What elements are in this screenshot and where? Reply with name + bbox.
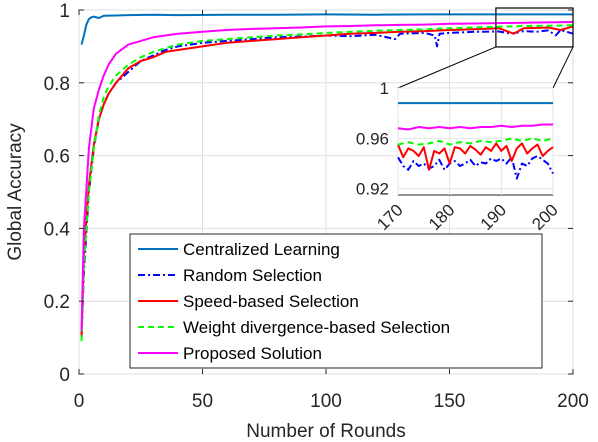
inset-y-tick-labels: 0.92 0.96 1 (356, 79, 389, 199)
y-tick-label: 0.2 (44, 292, 70, 313)
y-tick-labels: 0 0.2 0.4 0.6 0.8 1 (44, 1, 71, 386)
inset-series-line (397, 123, 553, 131)
inset-series-line (397, 142, 554, 171)
legend-label: Centralized Learning (183, 240, 340, 259)
y-tick-label: 0.8 (44, 74, 70, 95)
inset-axes-box (397, 87, 554, 196)
legend: Centralized Learning Random Selection Spee… (129, 233, 543, 369)
x-tick-label: 100 (310, 391, 342, 412)
y-tick-label: 0 (59, 365, 70, 386)
zoom-connector-right (552, 46, 574, 89)
legend-box (129, 233, 543, 369)
legend-label: Speed-based Selection (183, 292, 359, 311)
inset-grid (397, 87, 554, 195)
inset-y-tick-label: 0.96 (356, 129, 389, 148)
y-tick-label: 1 (59, 1, 70, 22)
inset-series-lines (397, 102, 554, 180)
legend-label: Random Selection (183, 266, 322, 285)
x-axis-title: Number of Rounds (246, 421, 405, 442)
x-tick-label: 0 (74, 391, 85, 412)
legend-label: Proposed Solution (183, 344, 322, 363)
series-line (80, 25, 574, 338)
zoom-connector-left (397, 46, 497, 89)
y-tick-label: 0.4 (44, 219, 71, 240)
x-tick-label: 200 (557, 391, 589, 412)
series-line (80, 24, 574, 342)
inset-y-tick-label: 0.92 (356, 180, 389, 199)
x-tick-labels: 0 50 100 150 200 (74, 391, 589, 412)
x-tick-label: 150 (434, 391, 466, 412)
y-tick-label: 0.6 (44, 147, 70, 168)
series-line (80, 13, 573, 45)
zoom-indicator (397, 7, 574, 89)
zoom-region-box (495, 7, 574, 48)
main-series-lines (80, 13, 574, 342)
legend-label: Weight divergence-based Selection (183, 318, 450, 337)
inset-series-line (397, 137, 554, 146)
inset-y-tick-label: 1 (380, 79, 389, 98)
legend-items: Centralized Learning Random Selection Spee… (138, 240, 450, 363)
y-axis-title: Global Accuracy (5, 123, 26, 261)
x-tick-label: 50 (192, 391, 213, 412)
inset-plot-area: 170 180 190 200 0.920.961 (356, 79, 562, 234)
main-tick-marks (78, 9, 574, 375)
series-line (80, 21, 574, 331)
